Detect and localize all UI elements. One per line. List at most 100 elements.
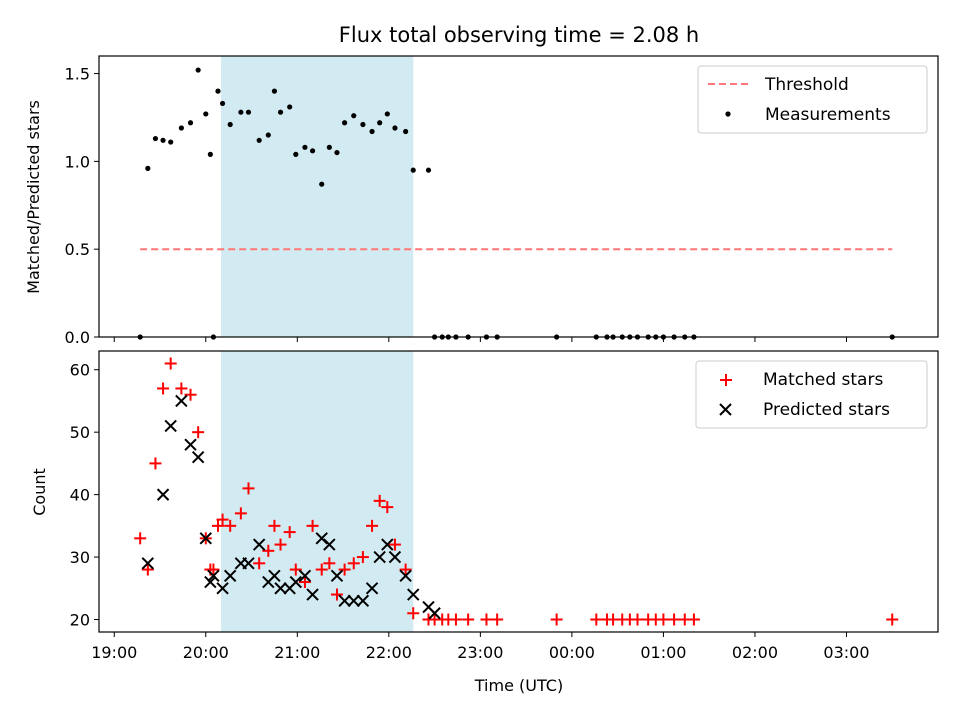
predicted-star-point (199, 532, 212, 545)
measurement-point (302, 144, 308, 150)
x-tick-label: 00:00 (549, 643, 595, 662)
measurement-point (392, 125, 398, 131)
matched-star-point (449, 613, 462, 626)
measurement-point (384, 111, 390, 117)
matched-star-point (184, 388, 197, 401)
predicted-legend-label: Predicted stars (763, 400, 890, 420)
matched-star-point (207, 563, 220, 576)
matched-star-point (211, 519, 224, 532)
measurement-point (425, 167, 432, 173)
measurement-point (271, 88, 278, 94)
matched-star-point (175, 382, 188, 395)
matched-star-point (356, 551, 369, 564)
measurement-point (187, 120, 194, 126)
measurement-point (341, 120, 348, 126)
measurement-point (293, 151, 299, 157)
count-legend-box (695, 360, 928, 429)
matched-star-point (274, 538, 287, 551)
matched-star-point (192, 426, 205, 439)
measurement-point (207, 151, 213, 157)
predicted-star-point (356, 594, 370, 607)
count-x-axis: 19:00 20:00 21:00 22:00 23:00 00:00 01:00 02:00… (91, 632, 870, 662)
predicted-star-point (347, 594, 360, 607)
observing-window-span (221, 56, 414, 337)
measurement-point (238, 109, 244, 115)
predicted-star-point (141, 557, 155, 570)
predicted-star-point (330, 569, 344, 583)
matched-star-point (886, 613, 899, 626)
x-tick-label: 23:00 (457, 643, 503, 662)
predicted-star-point (388, 550, 402, 564)
predicted-star-point (156, 488, 170, 501)
measurement-point (219, 100, 226, 107)
chart-title: Flux total observing time = 2.08 h (339, 23, 699, 47)
x-tick-label: 02:00 (732, 643, 778, 662)
matched-star-point (306, 519, 319, 532)
count-panel: 20 30 40 50 60 19:00 20:00 21:00 22:00 23:00 00:0… (30, 350, 939, 695)
measurement-point (326, 144, 332, 150)
predicted-star-point (381, 538, 394, 551)
predicted-star-point (207, 569, 220, 583)
count-y-tick-label: 40 (70, 486, 90, 505)
ratio-x-axis-ticks (113, 337, 847, 342)
measurement-point (319, 181, 325, 187)
predicted-star-point (323, 538, 336, 551)
measurement-point (245, 109, 252, 115)
matched-star-point (366, 519, 379, 532)
predicted-star-point (399, 569, 412, 583)
measurement-point (351, 113, 357, 119)
ratio-y-tick-label: 1.0 (65, 152, 90, 171)
matched-star-point (134, 532, 147, 545)
predicted-star-point (184, 438, 197, 451)
predicted-star-point (252, 538, 266, 551)
measurement-point (256, 137, 262, 143)
matched-star-point (687, 613, 700, 626)
count-y-tick-label: 50 (70, 423, 90, 442)
x-tick-label: 19:00 (91, 643, 137, 662)
matched-star-point (407, 607, 420, 620)
measurement-point (287, 104, 293, 110)
matched-star-point (283, 526, 296, 539)
predicted-star-point (407, 588, 420, 601)
matched-star-point (234, 507, 247, 520)
matched-star-point (242, 482, 255, 495)
predicted-star-point (242, 557, 255, 570)
measurement-point (215, 88, 221, 94)
matched-star-point (668, 613, 681, 626)
x-tick-label: 21:00 (274, 643, 320, 662)
count-y-axis: 20 30 40 50 60 (70, 361, 99, 630)
matched-star-point (338, 563, 351, 576)
predicted-star-point (164, 419, 177, 433)
predicted-star-point (428, 607, 441, 620)
matched-star-point (399, 563, 412, 576)
predicted-star-point (268, 569, 281, 583)
matched-star-point (381, 501, 394, 514)
matched-star-point (253, 557, 266, 570)
x-axis-label: Time (UTC) (474, 676, 563, 695)
matched-legend-swatch (720, 374, 732, 386)
matched-star-point (657, 613, 670, 626)
measurement-point (227, 121, 233, 128)
matched-star-point (141, 563, 154, 576)
measurement-point (360, 121, 366, 128)
count-panel-frame (98, 350, 939, 633)
ratio-y-tick-label: 0.0 (65, 328, 90, 347)
measurement-point (309, 148, 316, 154)
predicted-star-point (274, 582, 287, 595)
predicted-star-point (216, 582, 229, 595)
measurement-point (334, 149, 340, 156)
predicted-star-point (204, 575, 217, 589)
measurement-point (277, 109, 284, 115)
matched-star-point (164, 357, 177, 370)
predicted-star-point (289, 575, 302, 589)
predicted-legend-swatch (719, 403, 732, 416)
matched-star-point (298, 576, 311, 589)
matched-star-point (268, 519, 281, 532)
observing-window-span (221, 351, 414, 632)
matched-star-point (491, 613, 504, 626)
ratio-legend-box (697, 65, 928, 134)
ratio-y-tick-label: 0.5 (65, 240, 90, 259)
measurement-point (203, 111, 209, 117)
predicted-star-point (373, 550, 386, 564)
predicted-star-point (306, 588, 319, 601)
